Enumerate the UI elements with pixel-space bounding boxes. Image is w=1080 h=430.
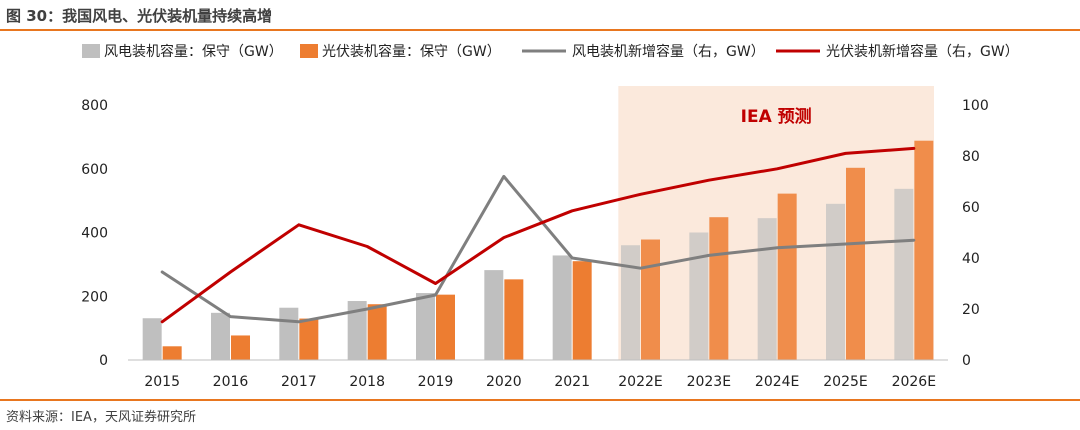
wind-capacity-bar-2023E [689, 232, 709, 360]
y-left-tick-label: 200 [81, 289, 108, 305]
solar-capacity-bar-2023E [709, 217, 729, 360]
solar-capacity-bar-2017 [299, 318, 319, 360]
x-tick-label: 2016 [213, 374, 249, 390]
legend-label: 光伏装机容量：保守（GW） [322, 43, 501, 60]
y-right-tick-label: 80 [962, 149, 980, 165]
x-tick-label: 2026E [892, 374, 936, 390]
x-tick-label: 2018 [349, 374, 385, 390]
solar-capacity-bar-2020 [504, 279, 524, 360]
lines-group [160, 146, 916, 324]
y-right-tick-label: 20 [962, 302, 980, 318]
wind-capacity-bar-2016 [211, 312, 230, 360]
y-right-tick-label: 100 [962, 98, 989, 114]
wind-capacity-bar-2020 [484, 270, 504, 360]
x-tick-label: 2015 [144, 374, 180, 390]
legend-swatch [300, 44, 318, 58]
legend-label: 风电装机新增容量（右，GW） [572, 43, 765, 60]
y-left-tick-label: 600 [81, 162, 108, 178]
solar-capacity-bar-2021 [572, 261, 592, 360]
chart-title: 图 30：我国风电、光伏装机量持续高增 [6, 7, 273, 25]
solar-capacity-bar-2018 [367, 304, 387, 360]
solar-capacity-bar-2024E [777, 193, 797, 360]
x-tick-label: 2024E [755, 374, 799, 390]
bottom-divider [0, 399, 1080, 401]
legend-label: 光伏装机新增容量（右，GW） [826, 43, 1019, 60]
wind-capacity-bar-2026E [894, 188, 914, 360]
solar-capacity-bar-2022E [641, 239, 660, 360]
solar-capacity-bar-2025E [846, 167, 865, 360]
wind-capacity-bar-2024E [757, 218, 777, 360]
legend: 风电装机容量：保守（GW） 光伏装机容量：保守（GW） 风电装机新增容量（右，GW）… [82, 43, 1019, 60]
forecast-label: IEA 预测 [741, 106, 812, 127]
wind-capacity-bar-2022E [621, 245, 640, 360]
y-right-tick-label: 60 [962, 200, 980, 216]
x-tick-label: 2017 [281, 374, 317, 390]
source-note: 资料来源：IEA，天风证券研究所 [6, 410, 196, 425]
legend-swatch [82, 44, 100, 58]
y-left-tick-label: 0 [99, 353, 108, 369]
wind-capacity-bar-2019 [416, 293, 435, 360]
x-tick-label: 2021 [554, 374, 590, 390]
x-tick-label: 2019 [418, 374, 454, 390]
x-tick-label: 2020 [486, 374, 522, 390]
axes-group: 0 200 400 600 800 0 20 40 60 80 100 2015 2016 2017 201… [81, 98, 988, 390]
chart-canvas: 风电装机容量：保守（GW） 光伏装机容量：保守（GW） 风电装机新增容量（右，GW）… [81, 43, 1019, 390]
solar-capacity-bar-2019 [436, 294, 455, 360]
wind-capacity-bar-2015 [142, 318, 162, 360]
y-left-tick-label: 400 [81, 226, 108, 242]
x-tick-label: 2023E [687, 374, 731, 390]
wind-additions-line [160, 174, 916, 324]
y-left-tick-label: 800 [81, 98, 108, 114]
solar-capacity-bar-2026E [914, 140, 934, 360]
solar-capacity-bar-2016 [231, 335, 250, 360]
top-divider [0, 29, 1080, 31]
x-tick-label: 2022E [618, 374, 662, 390]
solar-capacity-bar-2015 [162, 346, 182, 360]
y-right-tick-label: 40 [962, 251, 980, 267]
x-tick-label: 2025E [823, 374, 867, 390]
wind-capacity-bar-2025E [826, 203, 845, 360]
wind-capacity-bar-2021 [552, 255, 572, 360]
wind-capacity-bar-2017 [279, 307, 299, 360]
y-right-tick-label: 0 [962, 353, 971, 369]
legend-label: 风电装机容量：保守（GW） [104, 43, 283, 60]
wind-capacity-bar-2018 [347, 301, 367, 360]
solar-additions-line [160, 146, 916, 324]
